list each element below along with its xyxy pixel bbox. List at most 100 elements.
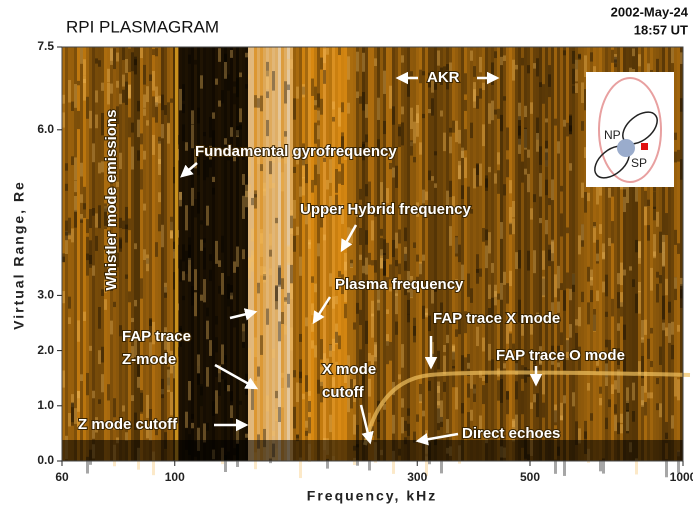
texture	[140, 169, 143, 189]
texture	[329, 159, 332, 183]
texture	[404, 421, 407, 431]
texture	[161, 95, 164, 111]
texture	[458, 161, 461, 179]
texture	[509, 47, 512, 461]
texture	[146, 255, 149, 272]
annotation: X mode	[322, 361, 376, 378]
texture	[449, 128, 452, 133]
texture	[389, 342, 392, 361]
texture	[287, 374, 290, 388]
texture	[428, 171, 431, 181]
texture	[74, 196, 77, 212]
texture	[398, 264, 401, 275]
texture	[248, 47, 251, 461]
texture	[638, 282, 641, 292]
texture	[401, 417, 404, 433]
texture	[362, 266, 365, 274]
texture	[74, 157, 77, 180]
texture	[662, 296, 665, 320]
annotation: AKR	[427, 69, 460, 86]
texture	[530, 102, 533, 114]
texture	[89, 111, 92, 129]
texture	[110, 321, 113, 335]
texture	[482, 124, 485, 146]
texture	[83, 47, 86, 461]
texture	[275, 285, 278, 301]
texture	[434, 183, 437, 188]
texture	[146, 120, 149, 125]
texture	[665, 422, 668, 443]
texture	[170, 98, 173, 102]
texture	[476, 327, 479, 346]
texture	[614, 415, 617, 431]
texture	[644, 402, 647, 415]
texture	[497, 170, 500, 194]
texture	[653, 251, 656, 258]
texture	[416, 113, 419, 136]
texture	[209, 47, 212, 461]
texture	[284, 300, 287, 305]
texture	[227, 74, 230, 90]
texture	[611, 221, 614, 243]
texture	[368, 353, 371, 361]
texture	[470, 123, 473, 138]
texture	[359, 255, 362, 260]
texture	[479, 268, 482, 276]
texture	[155, 97, 158, 107]
inset-satellite	[641, 143, 648, 150]
texture	[437, 408, 440, 430]
texture	[614, 380, 617, 389]
texture	[233, 261, 236, 272]
texture	[608, 238, 611, 246]
texture	[221, 273, 224, 295]
texture	[392, 106, 395, 124]
texture	[68, 413, 71, 426]
texture	[452, 351, 455, 368]
texture	[374, 260, 377, 273]
texture	[581, 47, 584, 461]
texture	[503, 55, 506, 61]
texture	[92, 391, 95, 399]
annotation: Direct echoes	[462, 425, 560, 442]
texture	[218, 48, 221, 62]
texture	[311, 303, 314, 315]
texture	[623, 325, 626, 340]
texture	[116, 53, 119, 62]
texture	[128, 218, 131, 230]
texture	[389, 86, 392, 109]
texture	[263, 183, 266, 192]
texture	[572, 392, 575, 406]
texture	[227, 276, 230, 299]
texture	[140, 133, 143, 144]
texture	[359, 228, 362, 245]
texture	[521, 58, 524, 66]
texture	[437, 50, 440, 65]
texture	[137, 150, 140, 160]
texture	[203, 279, 206, 302]
texture	[281, 373, 284, 378]
texture	[626, 412, 629, 431]
texture	[278, 321, 281, 341]
texture	[434, 151, 437, 155]
texture	[566, 47, 569, 461]
texture	[377, 300, 380, 311]
texture	[587, 193, 590, 201]
texture	[233, 93, 236, 104]
texture	[278, 47, 281, 461]
texture	[533, 250, 536, 273]
texture	[197, 192, 200, 214]
texture	[587, 267, 590, 282]
texture	[428, 109, 431, 113]
texture	[500, 57, 503, 65]
texture	[407, 300, 410, 314]
texture	[224, 355, 227, 362]
texture	[209, 254, 212, 261]
texture	[272, 183, 275, 188]
texture	[131, 52, 134, 71]
texture	[572, 51, 575, 64]
texture	[143, 94, 146, 107]
texture	[116, 81, 119, 88]
texture	[311, 79, 314, 96]
texture	[65, 163, 68, 170]
texture	[98, 47, 101, 461]
